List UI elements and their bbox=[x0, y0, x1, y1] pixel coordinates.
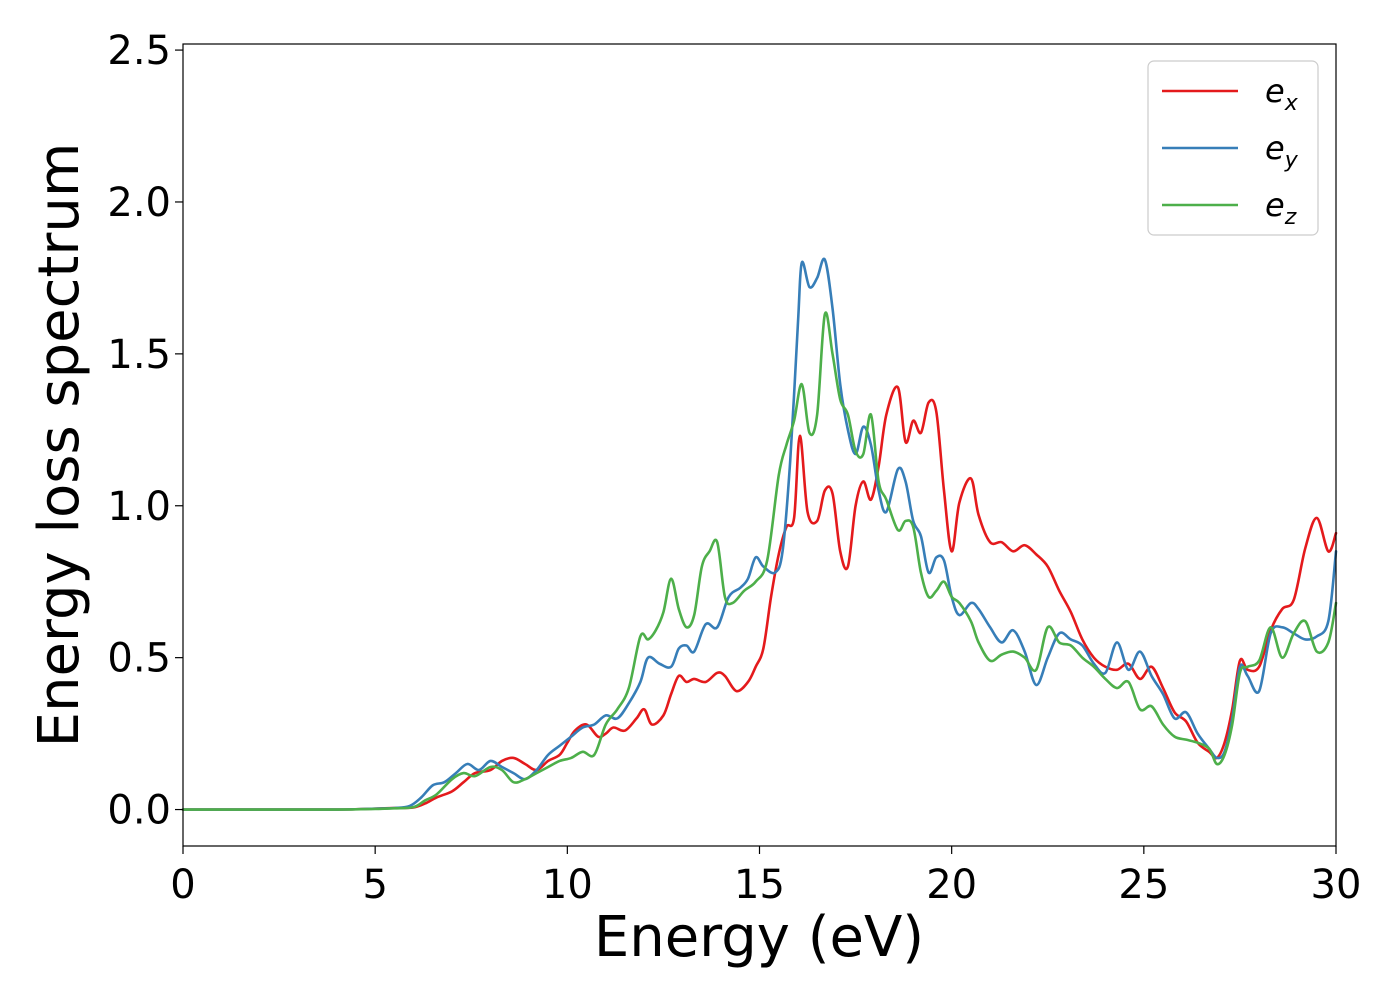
series-line-ex bbox=[181, 385, 1338, 811]
series-line-ey bbox=[181, 257, 1338, 811]
y-axis-title: Energy loss spectrum bbox=[27, 143, 92, 748]
legend-label-ez: ez bbox=[1265, 186, 1297, 230]
legend-label-base: e bbox=[1265, 72, 1285, 110]
legend-label-ey: ey bbox=[1265, 129, 1299, 173]
x-tick-label: 10 bbox=[542, 862, 593, 908]
series-layer bbox=[181, 257, 1338, 811]
x-tick-label: 30 bbox=[1311, 862, 1362, 908]
x-tick-label: 25 bbox=[1118, 862, 1169, 908]
legend-label-base: e bbox=[1265, 186, 1285, 224]
series-line-ez bbox=[181, 311, 1338, 811]
y-tick-label: 1.0 bbox=[107, 484, 171, 530]
y-tick-label: 0.0 bbox=[107, 788, 171, 834]
y-tick-label: 0.5 bbox=[107, 636, 171, 682]
legend-label-subscript: z bbox=[1284, 205, 1297, 230]
x-tick-label: 15 bbox=[734, 862, 785, 908]
legend-label-base: e bbox=[1265, 129, 1285, 167]
y-tick-label: 2.0 bbox=[107, 180, 171, 226]
x-tick-label: 20 bbox=[926, 862, 977, 908]
x-tick-label: 0 bbox=[170, 862, 195, 908]
y-axis: 0.0 0.5 1.0 1.5 2.0 2.5 bbox=[107, 28, 183, 834]
legend-label-subscript: x bbox=[1284, 91, 1299, 116]
legend-label-ex: ex bbox=[1265, 72, 1299, 116]
x-tick-label: 5 bbox=[362, 862, 387, 908]
x-axis-title: Energy (eV) bbox=[594, 905, 924, 970]
legend-label-subscript: y bbox=[1284, 148, 1299, 173]
y-tick-label: 2.5 bbox=[107, 28, 171, 74]
x-axis: 0 5 10 15 20 25 30 bbox=[170, 846, 1361, 908]
y-tick-label: 1.5 bbox=[107, 332, 171, 378]
